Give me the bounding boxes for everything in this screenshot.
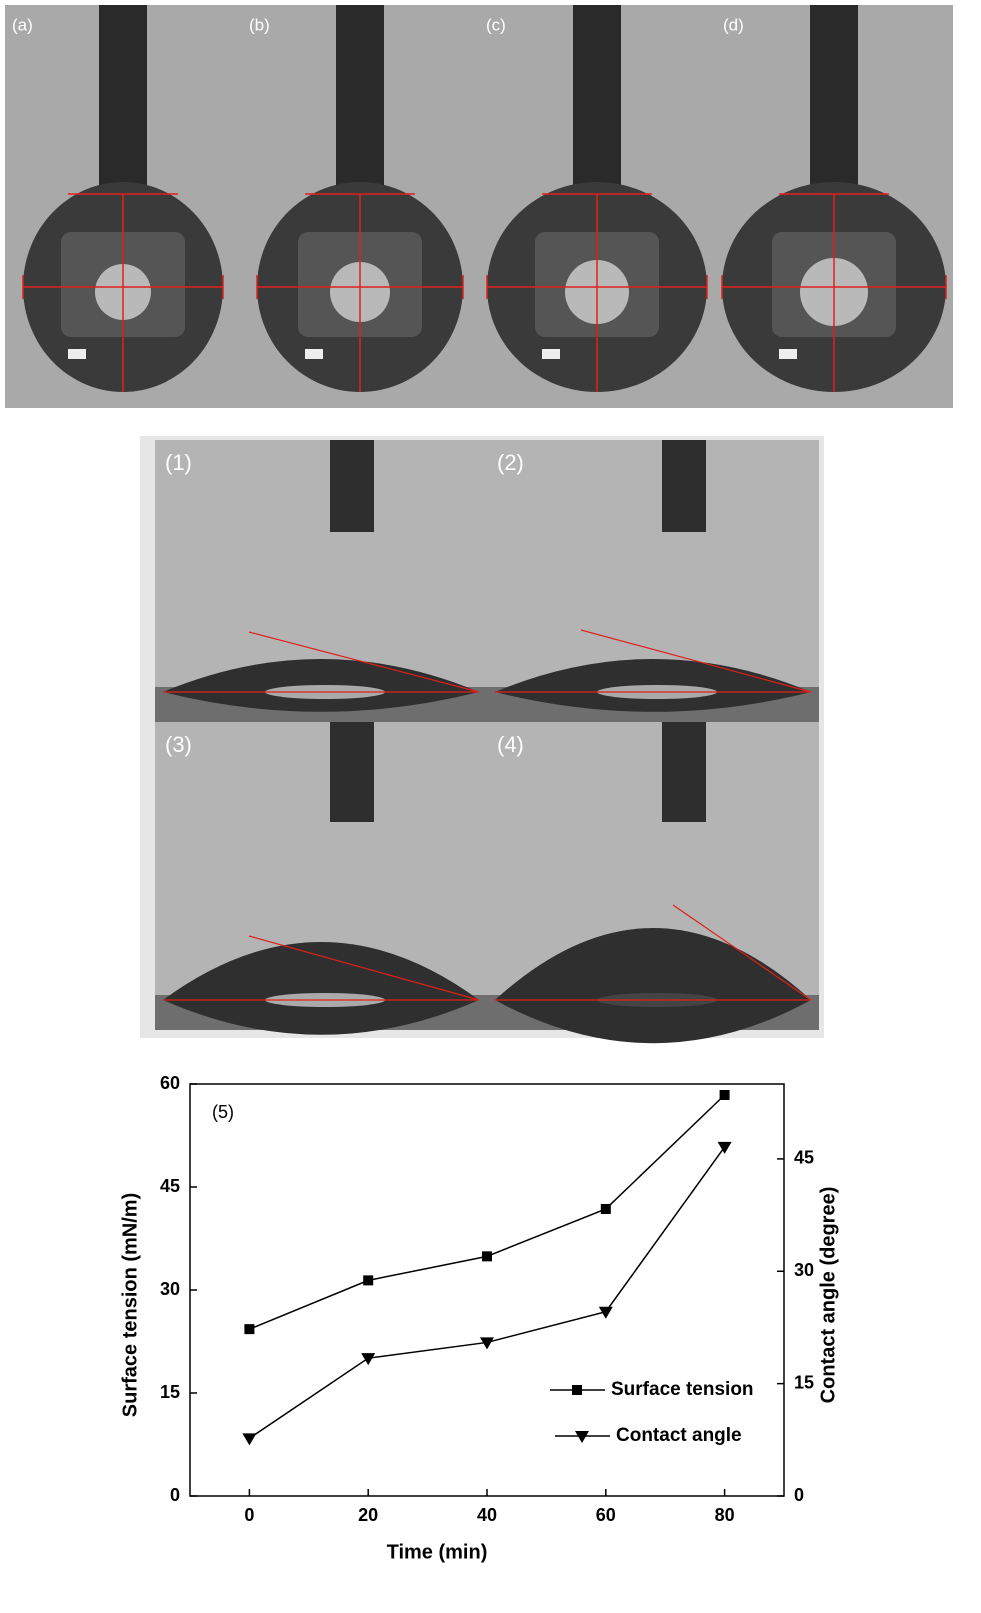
legend-label: Contact angle [616,1425,742,1446]
x-axis-label: Time (min) [387,1541,488,1563]
marker [244,1324,254,1334]
y-tick-label: 60 [160,1073,180,1093]
marker [718,1142,732,1154]
x-tick-label: 0 [244,1505,254,1525]
marker [720,1090,730,1100]
legend-marker [575,1431,589,1443]
needle [330,440,374,532]
annotation: (5) [212,1102,234,1122]
needle [573,5,621,185]
y-tick-label: 45 [160,1176,180,1196]
marker [482,1251,492,1261]
panel-label: (1) [165,450,192,475]
panel-label: (b) [249,15,270,34]
legend-label: Surface tension [611,1379,754,1400]
y2-tick-label: 15 [794,1372,814,1392]
y2-tick-label: 45 [794,1148,814,1168]
reflection [542,349,560,359]
panel-label: (3) [165,732,192,757]
y-tick-label: 30 [160,1279,180,1299]
x-tick-label: 20 [358,1505,378,1525]
needle [99,5,147,185]
needle [810,5,858,185]
panel-label: (4) [497,732,524,757]
y2-axis-label: Contact angle (degree) [817,1187,839,1404]
reflection [779,349,797,359]
needle [330,722,374,822]
x-tick-label: 80 [715,1505,735,1525]
legend-marker [572,1385,582,1395]
x-tick-label: 60 [596,1505,616,1525]
needle [662,722,706,822]
needle [662,440,706,532]
figure: (a) (b) (c) (d) (1) (2) (3) (4) 0 15 30 45 60 0 15 30 45… [0,0,981,1613]
y2-tick-label: 0 [794,1485,804,1505]
marker [363,1275,373,1285]
reflection [305,349,323,359]
marker [601,1204,611,1214]
marker [242,1433,256,1445]
series-line [249,1095,724,1329]
x-tick-label: 40 [477,1505,497,1525]
y-tick-label: 15 [160,1382,180,1402]
y-tick-label: 0 [170,1485,180,1505]
y2-tick-label: 30 [794,1260,814,1280]
marker [361,1353,375,1365]
panel-label: (c) [486,15,506,34]
needle [336,5,384,185]
panel-label: (2) [497,450,524,475]
panel-label: (a) [12,15,33,34]
y-axis-label: Surface tension (mN/m) [119,1193,141,1417]
panel-label: (d) [723,15,744,34]
reflection [68,349,86,359]
